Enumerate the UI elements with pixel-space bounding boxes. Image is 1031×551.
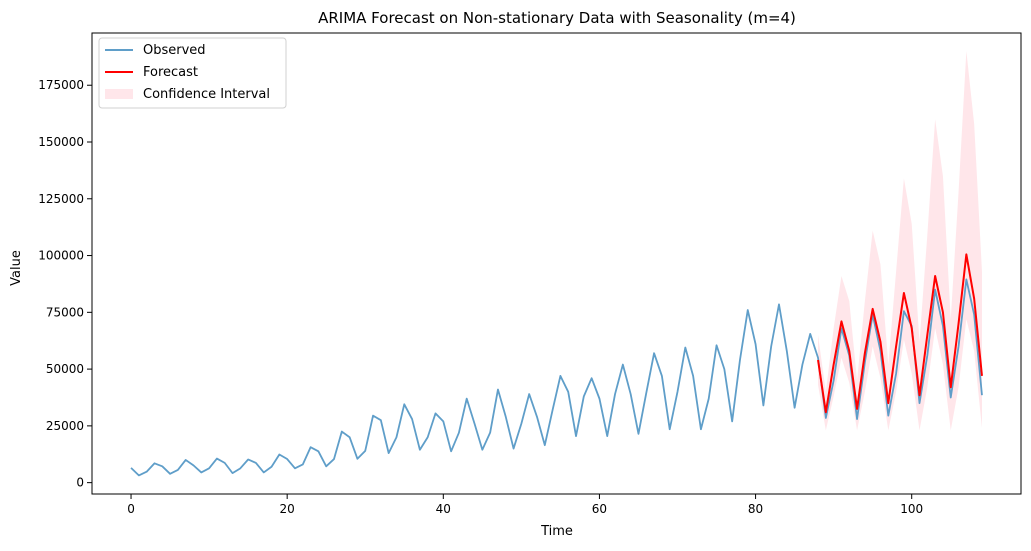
confidence-interval-band (818, 51, 982, 431)
y-tick-label: 25000 (46, 419, 84, 433)
axes-frame (91, 32, 1022, 495)
y-tick-label: 75000 (46, 305, 84, 319)
x-axis-label: Time (540, 524, 573, 539)
plot-area (130, 51, 983, 477)
y-tick-label: 100000 (38, 249, 84, 263)
legend-swatch (105, 89, 133, 99)
x-tick-label: 60 (592, 502, 607, 516)
legend-label: Forecast (143, 65, 198, 80)
y-tick-label: 150000 (38, 135, 84, 149)
y-tick-label: 0 (76, 476, 84, 490)
legend: Observed Forecast Confidence Interval (98, 37, 287, 109)
x-tick-label: 40 (436, 502, 451, 516)
x-tick-label: 100 (900, 502, 923, 516)
y-tick-label: 50000 (46, 362, 84, 376)
axes: 0 20 40 60 80 100 0 25000 50000 75000 100000 125000… (38, 32, 1022, 516)
observed-series-line (130, 278, 983, 477)
y-tick-label: 175000 (38, 78, 84, 92)
legend-label: Observed (143, 43, 206, 58)
forecast-series-line (817, 253, 983, 414)
legend-label: Confidence Interval (143, 87, 270, 102)
y-axis-label: Value (9, 250, 24, 286)
x-tick-label: 80 (748, 502, 763, 516)
x-tick-label: 20 (280, 502, 295, 516)
x-tick-label: 0 (127, 502, 135, 516)
chart-title: ARIMA Forecast on Non-stationary Data wi… (318, 9, 796, 27)
legend-box (98, 37, 287, 109)
y-tick-label: 125000 (38, 192, 84, 206)
